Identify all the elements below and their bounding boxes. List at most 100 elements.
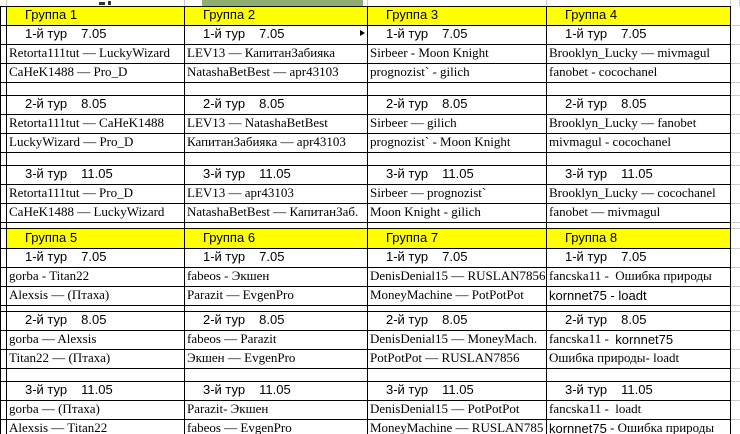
tour-header-cell[interactable]: 1-й тур 7.05 xyxy=(368,249,547,268)
tour-header-cell[interactable]: 1-й тур 7.05 xyxy=(185,26,368,45)
match-cell[interactable]: Ошибка природы- loadt xyxy=(547,350,731,369)
tour-header-cell[interactable]: 2-й тур 8.05 xyxy=(547,96,731,115)
match-cell[interactable]: Alexsis — Titan22 xyxy=(7,420,185,434)
match-cell[interactable]: prognozist` - Moon Knight xyxy=(368,134,547,153)
tour-header-cell[interactable]: 3-й тур 11.05 xyxy=(547,382,731,401)
selected-cell-fragment[interactable] xyxy=(202,0,363,6)
tour-header-cell[interactable]: 2-й тур 8.05 xyxy=(368,96,547,115)
row-edge-cell[interactable] xyxy=(0,420,7,434)
row-edge-cell[interactable] xyxy=(0,223,7,229)
match-cell[interactable]: fabeos — Parazit xyxy=(185,331,368,350)
group-header-cell[interactable]: Группа 4 xyxy=(547,6,731,26)
tour-header-cell[interactable]: 1-й тур 7.05 xyxy=(547,249,731,268)
empty-cell[interactable] xyxy=(368,369,547,382)
row-edge-cell[interactable] xyxy=(0,96,7,115)
match-cell[interactable]: kornnet75 - loadt xyxy=(547,287,731,306)
row-edge-cell[interactable] xyxy=(0,0,7,6)
match-cell[interactable]: LEV13 — NatashaBetBest xyxy=(185,115,368,134)
match-cell[interactable]: prognozist` - gilich xyxy=(368,64,547,83)
match-cell[interactable]: gorba - Titan22 xyxy=(7,268,185,287)
match-cell[interactable]: MoneyMachine — RUSLAN785 xyxy=(368,420,547,434)
match-cell[interactable]: gorba — Alexsis xyxy=(7,331,185,350)
tour-header-cell[interactable]: 1-й тур 7.05 xyxy=(368,26,547,45)
empty-cell[interactable] xyxy=(185,369,368,382)
row-edge-cell[interactable] xyxy=(0,115,7,134)
tour-header-cell[interactable]: 3-й тур 11.05 xyxy=(7,382,185,401)
tour-header-cell[interactable]: 3-й тур 11.05 xyxy=(185,166,368,185)
row-edge-cell[interactable] xyxy=(0,382,7,401)
tour-header-cell[interactable]: 1-й тур 7.05 xyxy=(185,249,368,268)
group-header-cell[interactable]: Группа 2 xyxy=(185,6,368,26)
tour-header-cell[interactable]: 1-й тур 7.05 xyxy=(7,249,185,268)
match-cell[interactable]: Alexsis — (Птаха) xyxy=(7,287,185,306)
match-cell[interactable]: LEV13 — apr43103 xyxy=(185,185,368,204)
empty-cell[interactable] xyxy=(368,223,547,229)
group-header-cell[interactable]: Группа 1 xyxy=(7,6,185,26)
empty-cell[interactable] xyxy=(368,153,547,166)
tour-header-cell[interactable]: 3-й тур 11.05 xyxy=(368,382,547,401)
row-edge-cell[interactable] xyxy=(0,185,7,204)
match-cell[interactable]: fabeos - Экшен xyxy=(185,268,368,287)
empty-cell[interactable] xyxy=(7,369,185,382)
match-cell[interactable]: Retorta111tut — LuckyWizard xyxy=(7,45,185,64)
tour-header-cell[interactable]: 2-й тур 8.05 xyxy=(7,312,185,331)
match-cell[interactable]: fancska11 - Ошибка природы xyxy=(547,268,731,287)
tour-header-cell[interactable]: 3-й тур 11.05 xyxy=(547,166,731,185)
row-edge-cell[interactable] xyxy=(0,369,7,382)
empty-cell[interactable] xyxy=(185,153,368,166)
empty-cell[interactable] xyxy=(7,306,185,312)
empty-cell[interactable] xyxy=(185,0,368,6)
empty-cell[interactable] xyxy=(185,306,368,312)
match-cell[interactable]: Retorta111tut — Pro_D xyxy=(7,185,185,204)
match-cell[interactable]: Brooklyn_Lucky — cocochanel xyxy=(547,185,731,204)
match-cell[interactable]: NatashaBetBest — КапитанЗаб. xyxy=(185,204,368,223)
empty-cell[interactable] xyxy=(7,83,185,96)
match-cell[interactable]: mivmagul - cocochanel xyxy=(547,134,731,153)
empty-cell[interactable] xyxy=(547,223,731,229)
row-edge-cell[interactable] xyxy=(0,166,7,185)
match-cell[interactable]: КапитанЗабияка — apr43103 xyxy=(185,134,368,153)
row-edge-cell[interactable] xyxy=(0,83,7,96)
match-cell[interactable]: fanobet — mivmagul xyxy=(547,204,731,223)
row-edge-cell[interactable] xyxy=(0,249,7,268)
match-cell[interactable]: Titan22 — (Птаха) xyxy=(7,350,185,369)
row-edge-cell[interactable] xyxy=(0,153,7,166)
row-edge-cell[interactable] xyxy=(0,331,7,350)
empty-cell[interactable] xyxy=(368,83,547,96)
group-header-cell[interactable]: Группа 5 xyxy=(7,229,185,249)
match-cell[interactable]: NatashaBetBest — apr43103 xyxy=(185,64,368,83)
empty-cell[interactable] xyxy=(7,223,185,229)
tour-header-cell[interactable]: 2-й тур 8.05 xyxy=(185,312,368,331)
tour-header-cell[interactable]: 1-й тур 7.05 xyxy=(547,26,731,45)
tour-header-cell[interactable]: 3-й тур 11.05 xyxy=(7,166,185,185)
empty-cell[interactable] xyxy=(547,83,731,96)
match-cell[interactable]: CaHeK1488 — Pro_D xyxy=(7,64,185,83)
match-cell[interactable]: fabeos — EvgenPro xyxy=(185,420,368,434)
match-cell[interactable]: PotPotPot — RUSLAN7856 xyxy=(368,350,547,369)
row-edge-cell[interactable] xyxy=(0,350,7,369)
row-edge-cell[interactable] xyxy=(0,45,7,64)
empty-cell[interactable] xyxy=(185,83,368,96)
match-cell[interactable]: DenisDenial15 — PotPotPot xyxy=(368,401,547,420)
match-cell[interactable]: Parazit- Экшен xyxy=(185,401,368,420)
empty-cell[interactable] xyxy=(547,369,731,382)
match-cell[interactable]: Sirbeer — gilich xyxy=(368,115,547,134)
row-edge-cell[interactable] xyxy=(0,229,7,249)
match-cell[interactable]: Moon Knight - gilich xyxy=(368,204,547,223)
tour-header-cell[interactable]: 2-й тур 8.05 xyxy=(547,312,731,331)
tour-header-cell[interactable]: 3-й тур 11.05 xyxy=(185,382,368,401)
empty-cell[interactable] xyxy=(547,306,731,312)
match-cell[interactable]: CaHeK1488 — LuckyWizard xyxy=(7,204,185,223)
row-edge-cell[interactable] xyxy=(0,64,7,83)
row-edge-cell[interactable] xyxy=(0,26,7,45)
tour-header-cell[interactable]: 3-й тур 11.05 xyxy=(368,166,547,185)
match-cell[interactable]: fanobet - cocochanel xyxy=(547,64,731,83)
match-cell[interactable]: kornnet75 - Ошибка природы xyxy=(547,420,731,434)
empty-cell[interactable] xyxy=(368,0,547,6)
match-cell[interactable]: fancska11 - loadt xyxy=(547,401,731,420)
row-edge-cell[interactable] xyxy=(0,306,7,312)
match-cell[interactable]: Parazit — EvgenPro xyxy=(185,287,368,306)
empty-cell[interactable] xyxy=(7,153,185,166)
tour-header-cell[interactable]: 2-й тур 8.05 xyxy=(7,96,185,115)
match-cell[interactable]: gorba — (Птаха) xyxy=(7,401,185,420)
